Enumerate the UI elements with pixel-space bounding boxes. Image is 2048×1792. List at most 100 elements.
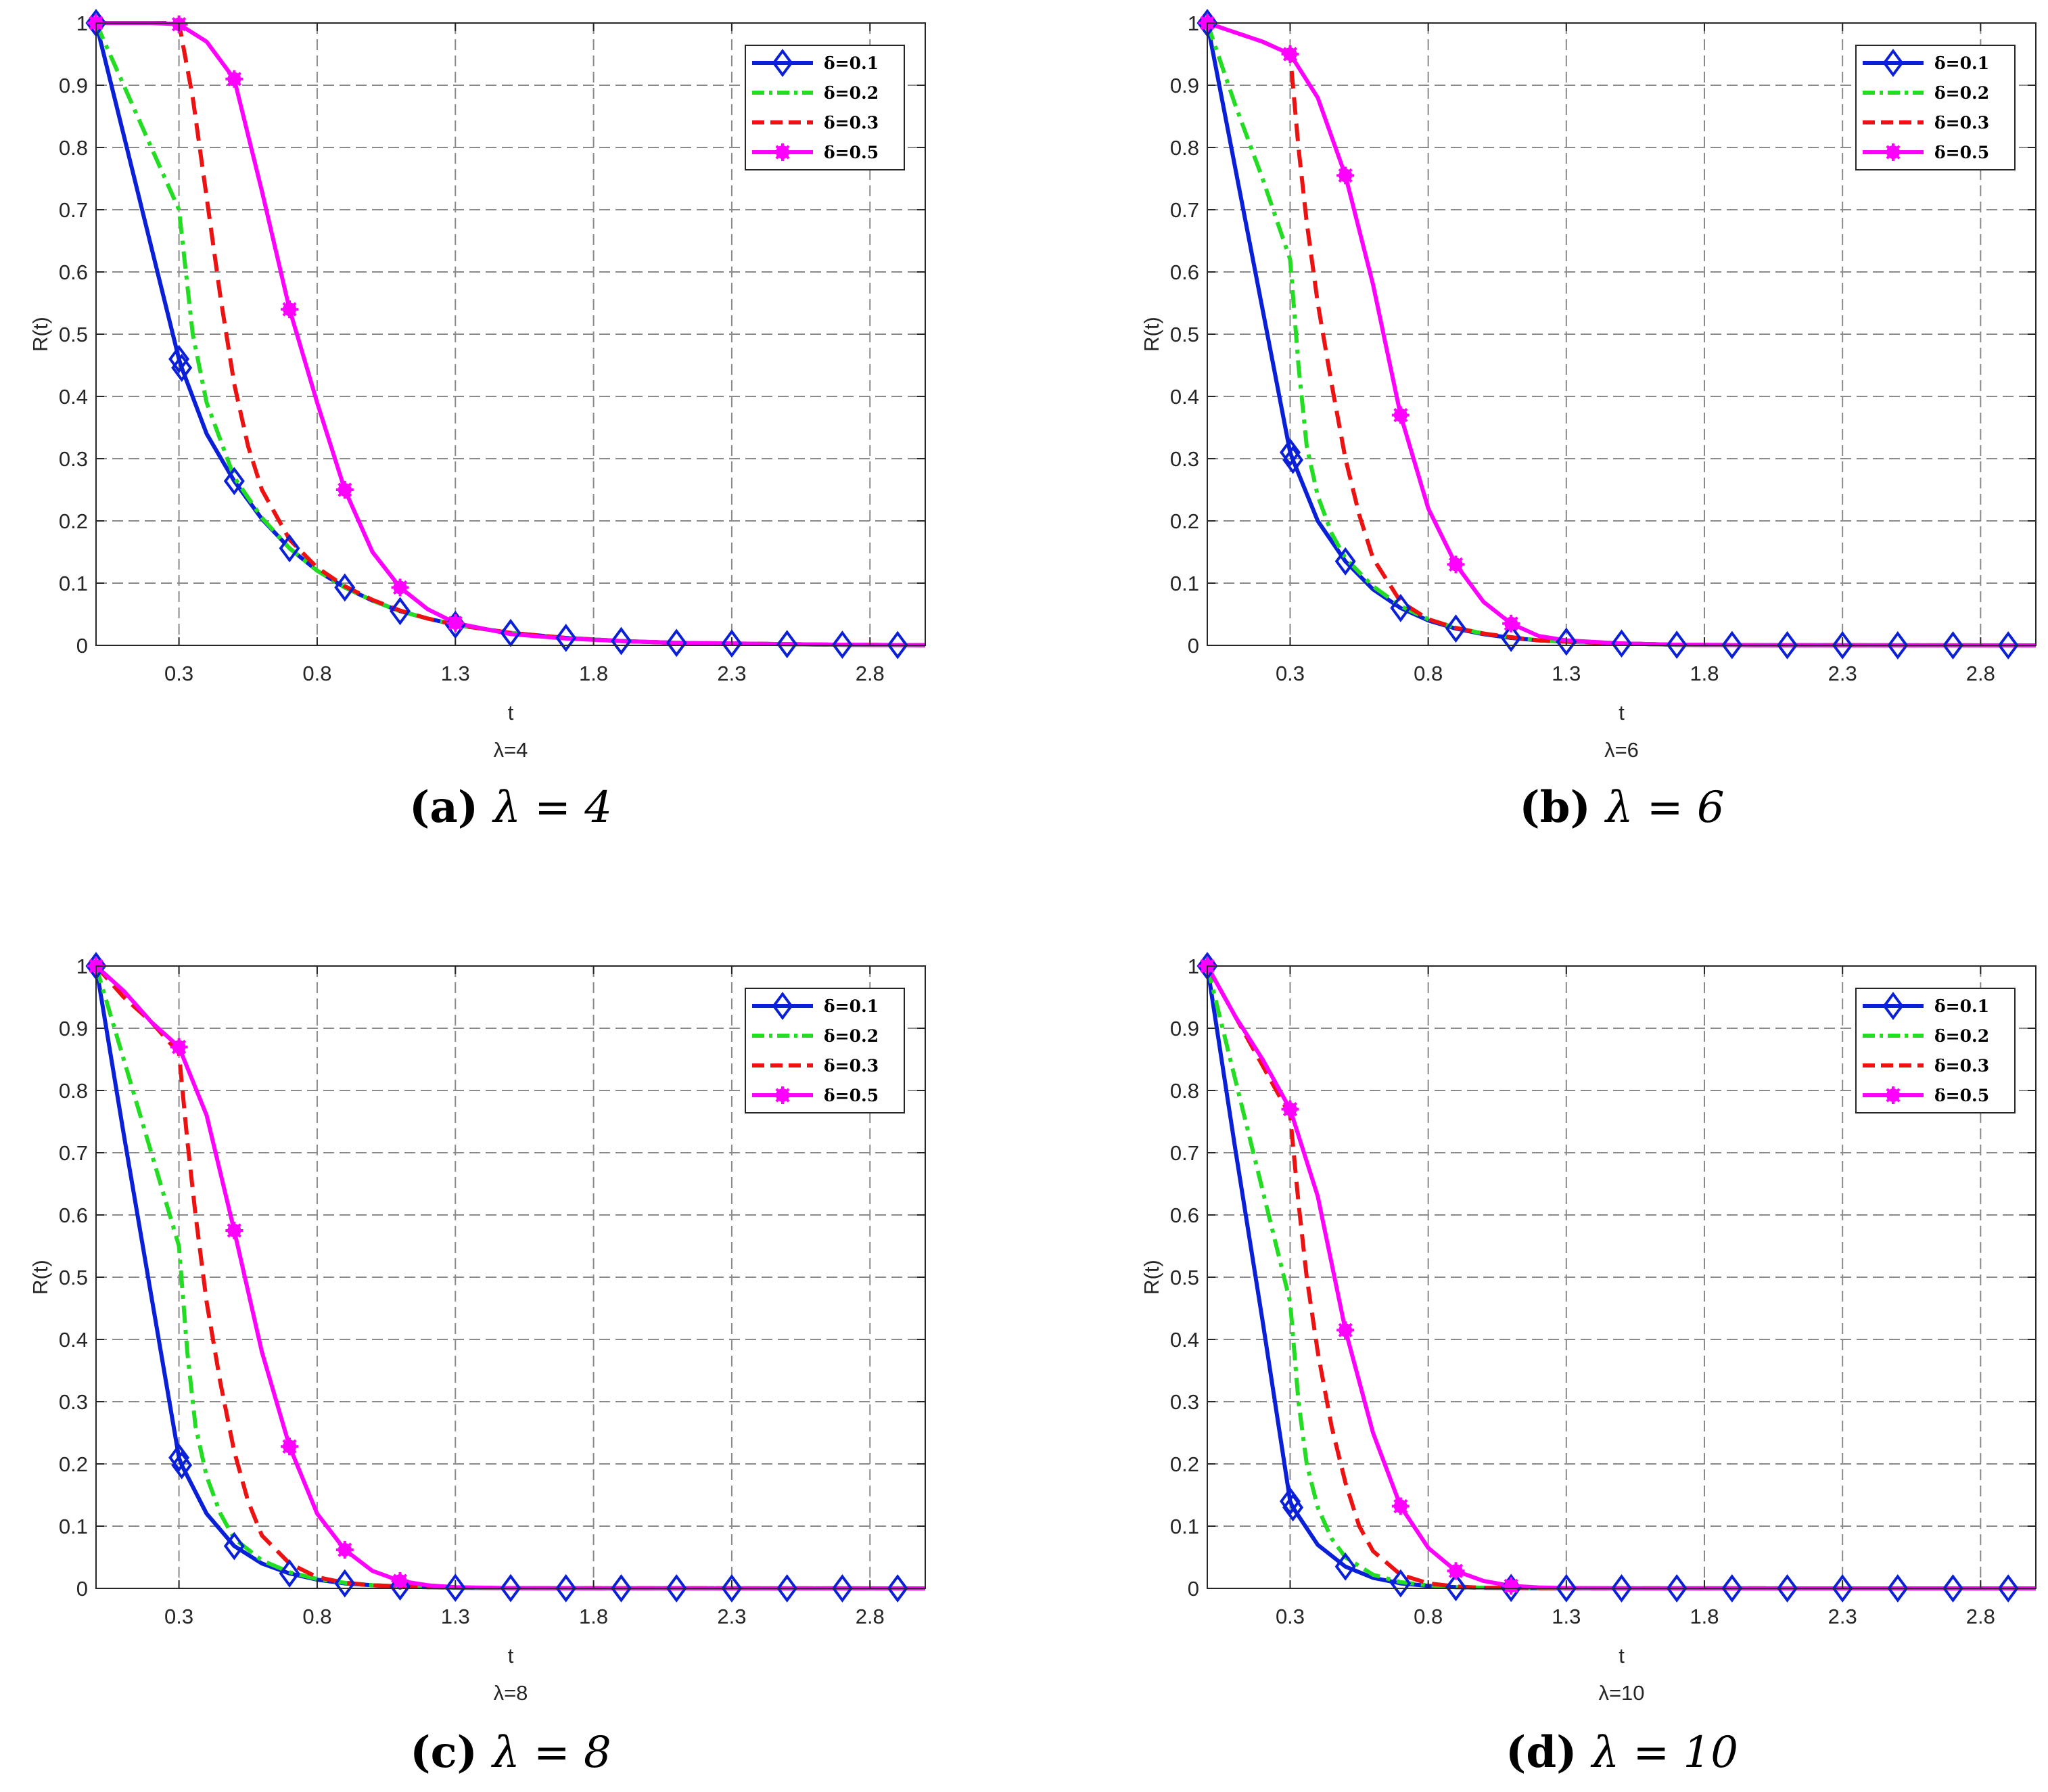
marker-ray — [1338, 1323, 1353, 1337]
legend-label: δ=0.1 — [1934, 53, 1989, 73]
y-tick-label: 1 — [76, 12, 88, 35]
series-marker-3 — [225, 70, 243, 88]
y-tick-label: 0.5 — [1170, 323, 1199, 346]
legend: δ=0.1 δ=0.2 δ=0.3 δ=0.5 — [745, 988, 905, 1113]
x-tick-label: 2.3 — [717, 1605, 746, 1628]
legend-label: δ=0.2 — [1934, 1026, 1989, 1046]
grid — [96, 23, 925, 645]
legend-marker — [774, 1086, 791, 1104]
marker-ray — [171, 1039, 187, 1055]
y-tick-label: 0 — [1188, 634, 1199, 658]
chart-panel-d: 0.3 0.8 1.3 1.8 2.3 2.8 0 0.1 0.2 0.3 0.4 0.5 0.6 0.7… — [1140, 952, 2037, 1778]
series-marker-0 — [1777, 630, 1798, 660]
legend-box — [745, 988, 905, 1113]
y-tick-label: 0.5 — [59, 1266, 88, 1289]
x-tick-label: 0.8 — [302, 662, 331, 685]
x-tick-label: 2.8 — [856, 1605, 885, 1628]
legend-box — [1855, 988, 2016, 1113]
y-tick-label: 1 — [1188, 12, 1199, 35]
y-axis-label: R(t) — [28, 317, 52, 352]
y-tick-label: 0.5 — [59, 323, 88, 346]
series-marker-0 — [390, 597, 411, 626]
series-marker-3 — [170, 1038, 188, 1056]
y-tick-label: 0.7 — [59, 198, 88, 222]
x-tick-label: 2.3 — [1828, 1605, 1857, 1628]
y-tick-label: 0.8 — [59, 1079, 88, 1103]
y-tick-label: 0 — [1188, 1577, 1199, 1601]
y-tick-label: 0.9 — [59, 1017, 88, 1040]
legend-marker — [1884, 1086, 1902, 1104]
y-tick-label: 0.9 — [1170, 1017, 1199, 1040]
marker-ray — [282, 1439, 297, 1454]
chart-panel-b: 0.3 0.8 1.3 1.8 2.3 2.8 0 0.1 0.2 0.3 0.4 0.5 0.6 0.7… — [1140, 9, 2037, 833]
series-line-1 — [1205, 965, 2037, 1590]
marker-ray — [227, 1223, 241, 1238]
x-axis-label: t — [508, 701, 514, 725]
series-line-1 — [1205, 22, 2037, 647]
marker-ray — [775, 145, 790, 160]
series-marker-3 — [335, 1540, 354, 1559]
series-marker-0 — [887, 630, 908, 660]
series-marker-3 — [1336, 1321, 1355, 1339]
caption-math: λ = 10 — [1590, 1728, 1738, 1778]
legend-label: δ=0.3 — [824, 113, 879, 133]
caption-math: λ = 8 — [490, 1728, 611, 1778]
x-tick-label: 1.3 — [1552, 1605, 1581, 1628]
legend-marker — [1882, 49, 1904, 77]
panel-caption: (b) λ = 6 — [1519, 782, 1724, 833]
y-tick-label: 0 — [76, 634, 88, 658]
legend-marker — [772, 992, 793, 1020]
series-marker-0 — [500, 1573, 521, 1603]
y-tick-label: 0.5 — [1170, 1266, 1199, 1289]
series-marker-0 — [1282, 1493, 1304, 1522]
legend-label: δ=0.2 — [1934, 83, 1989, 103]
series-marker-0 — [1445, 614, 1466, 643]
y-tick-label: 0.3 — [1170, 1390, 1199, 1414]
y-tick-label: 0 — [76, 1577, 88, 1601]
legend-label: δ=0.5 — [824, 143, 879, 162]
series-marker-0 — [887, 1574, 908, 1603]
series-line-3 — [94, 964, 926, 1590]
legend-label: δ=0.3 — [1934, 113, 1989, 133]
y-tick-label: 1 — [1188, 955, 1199, 978]
series-marker-0 — [666, 628, 687, 658]
series-marker-0 — [776, 630, 798, 659]
y-axis-label: R(t) — [1140, 1260, 1163, 1295]
y-tick-label: 0.6 — [1170, 260, 1199, 284]
legend-label: δ=0.1 — [1934, 996, 1989, 1016]
marker-ray — [1282, 47, 1298, 62]
legend-label: δ=0.5 — [824, 1086, 879, 1105]
caption-letter: (c) — [410, 1727, 492, 1778]
caption-math: λ = 6 — [1604, 783, 1725, 833]
x-tick-label: 0.8 — [1414, 1605, 1443, 1628]
series-line-1 — [94, 965, 926, 1590]
y-tick-label: 0.1 — [59, 1515, 88, 1538]
series-marker-3 — [391, 1571, 409, 1590]
legend-marker — [1884, 143, 1902, 161]
series-marker-0 — [555, 624, 577, 652]
series-marker-0 — [1556, 1573, 1577, 1603]
y-tick-label: 0.2 — [59, 1452, 88, 1476]
series-marker-0 — [1500, 624, 1522, 652]
y-tick-label: 0.2 — [59, 509, 88, 533]
x-tick-label: 0.3 — [1276, 662, 1305, 685]
y-tick-label: 0.6 — [1170, 1203, 1199, 1227]
chart-panel-a: 0.3 0.8 1.3 1.8 2.3 2.8 0 0.1 0.2 0.3 0.4 0.5 0.6 0.7… — [28, 9, 926, 833]
series-marker-0 — [555, 1573, 577, 1603]
chart-subtitle: λ=6 — [1604, 738, 1639, 762]
y-tick-label: 0.3 — [59, 447, 88, 471]
y-tick-label: 0.7 — [1170, 198, 1199, 222]
series-marker-0 — [1777, 1574, 1798, 1603]
y-tick-label: 0.4 — [1170, 1328, 1199, 1352]
marker-ray — [338, 482, 352, 497]
series-marker-0 — [1334, 1552, 1356, 1581]
y-tick-label: 0.7 — [59, 1141, 88, 1165]
y-axis-label: R(t) — [28, 1260, 52, 1295]
y-tick-label: 0.2 — [1170, 1452, 1199, 1476]
panel-caption: (c) λ = 8 — [410, 1727, 611, 1778]
y-tick-label: 0.7 — [1170, 1141, 1199, 1165]
legend-label: δ=0.1 — [824, 53, 879, 73]
marker-ray — [1338, 168, 1353, 183]
series-marker-0 — [721, 1574, 743, 1603]
x-axis-label: t — [1619, 1644, 1625, 1668]
